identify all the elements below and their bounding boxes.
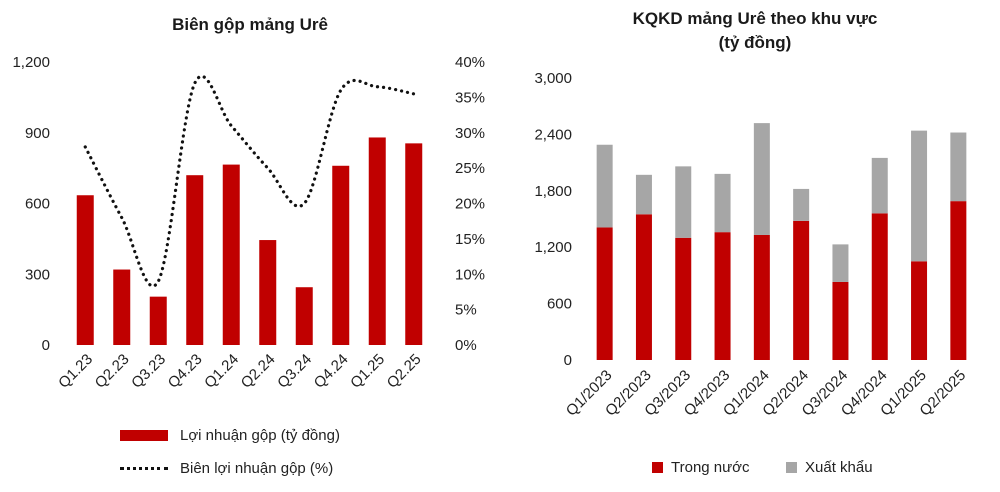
export-bar — [714, 173, 731, 233]
right-chart-y-tick-label: 600 — [547, 296, 572, 313]
legend-domestic-swatch — [652, 462, 663, 473]
right-chart-title: KQKD mảng Urê theo khu vực — [632, 9, 878, 28]
right-y-tick-label: 10% — [455, 266, 485, 283]
export-bar — [753, 123, 770, 235]
gross-profit-bar — [332, 165, 350, 345]
left-y-tick-label: 0 — [42, 337, 50, 354]
left-y-tick-label: 300 — [25, 266, 50, 283]
domestic-bar — [832, 281, 849, 360]
right-chart-y-tick-label: 1,800 — [534, 183, 572, 200]
gross-profit-bar — [113, 269, 131, 345]
legend-line-label: Biên lợi nhuận gộp (%) — [180, 460, 334, 477]
left-x-tick-label: Q1.23 — [55, 351, 96, 392]
legend-bar-swatch — [120, 430, 168, 441]
legend-export-label: Xuất khẩu — [805, 459, 873, 476]
domestic-bar — [675, 237, 692, 360]
left-x-tick-label: Q2.24 — [238, 351, 279, 392]
export-bar — [596, 144, 613, 228]
legend-line-swatch — [120, 467, 168, 470]
legend-bar-label: Lợi nhuận gộp (tỷ đồng) — [180, 427, 340, 444]
right-y-tick-label: 35% — [455, 89, 485, 106]
left-y-tick-label: 900 — [25, 125, 50, 142]
left-x-tick-label: Q1.24 — [201, 351, 242, 392]
right-y-tick-label: 25% — [455, 160, 485, 177]
legend-line-entry: Biên lợi nhuận gộp (%) — [120, 460, 333, 477]
domestic-bar — [753, 234, 770, 360]
export-bar — [950, 132, 967, 202]
left-x-tick-label: Q1.25 — [347, 351, 388, 392]
gross-profit-bar — [222, 164, 240, 345]
legend-export-entry: Xuất khẩu — [786, 459, 873, 476]
right-y-tick-label: 30% — [455, 125, 485, 142]
gross-profit-bar — [149, 296, 167, 345]
domestic-bar — [635, 214, 652, 360]
right-chart-y-tick-label: 2,400 — [534, 126, 572, 143]
domestic-bar — [793, 220, 810, 360]
legend-domestic-entry: Trong nước — [652, 459, 750, 476]
legend-bar-entry: Lợi nhuận gộp (tỷ đồng) — [120, 427, 340, 444]
right-chart-y-tick-label: 3,000 — [534, 70, 572, 87]
left-x-tick-label: Q4.23 — [165, 351, 206, 392]
right-y-tick-label: 40% — [455, 54, 485, 71]
gross-profit-bar — [368, 137, 386, 345]
gross-profit-bar — [405, 143, 423, 345]
right-chart-y-tick-label: 1,200 — [534, 239, 572, 256]
gross-profit-bar — [186, 175, 204, 345]
left-x-tick-label: Q3.24 — [274, 351, 315, 392]
gross-profit-bar — [76, 195, 94, 345]
right-y-tick-label: 20% — [455, 196, 485, 213]
right-y-tick-label: 5% — [455, 302, 477, 319]
gross-profit-bar — [295, 287, 313, 345]
left-x-tick-label: Q2.23 — [92, 351, 133, 392]
right-chart-y-tick-label: 0 — [564, 352, 572, 369]
left-x-tick-label: Q4.24 — [311, 351, 352, 392]
domestic-bar — [714, 232, 731, 360]
left-chart-title: Biên gộp mảng Urê — [172, 15, 328, 34]
export-bar — [793, 188, 810, 221]
export-bar — [635, 174, 652, 215]
domestic-bar — [596, 227, 613, 360]
right-y-tick-label: 15% — [455, 231, 485, 248]
domestic-bar — [871, 213, 888, 360]
left-x-tick-label: Q3.23 — [128, 351, 169, 392]
export-bar — [911, 130, 928, 262]
right-y-tick-label: 0% — [455, 337, 477, 354]
right-chart-subtitle: (tỷ đồng) — [718, 33, 792, 52]
domestic-bar — [911, 261, 928, 360]
export-bar — [832, 244, 849, 282]
gross-profit-bar — [259, 240, 277, 345]
gross-margin-line — [83, 74, 416, 288]
left-y-tick-label: 600 — [25, 196, 50, 213]
export-bar — [675, 166, 692, 238]
domestic-bar — [950, 201, 967, 360]
export-bar — [871, 157, 888, 214]
left-x-tick-label: Q2.25 — [384, 351, 425, 392]
legend-domestic-label: Trong nước — [671, 459, 750, 476]
legend-export-swatch — [786, 462, 797, 473]
left-y-tick-label: 1,200 — [12, 54, 50, 71]
